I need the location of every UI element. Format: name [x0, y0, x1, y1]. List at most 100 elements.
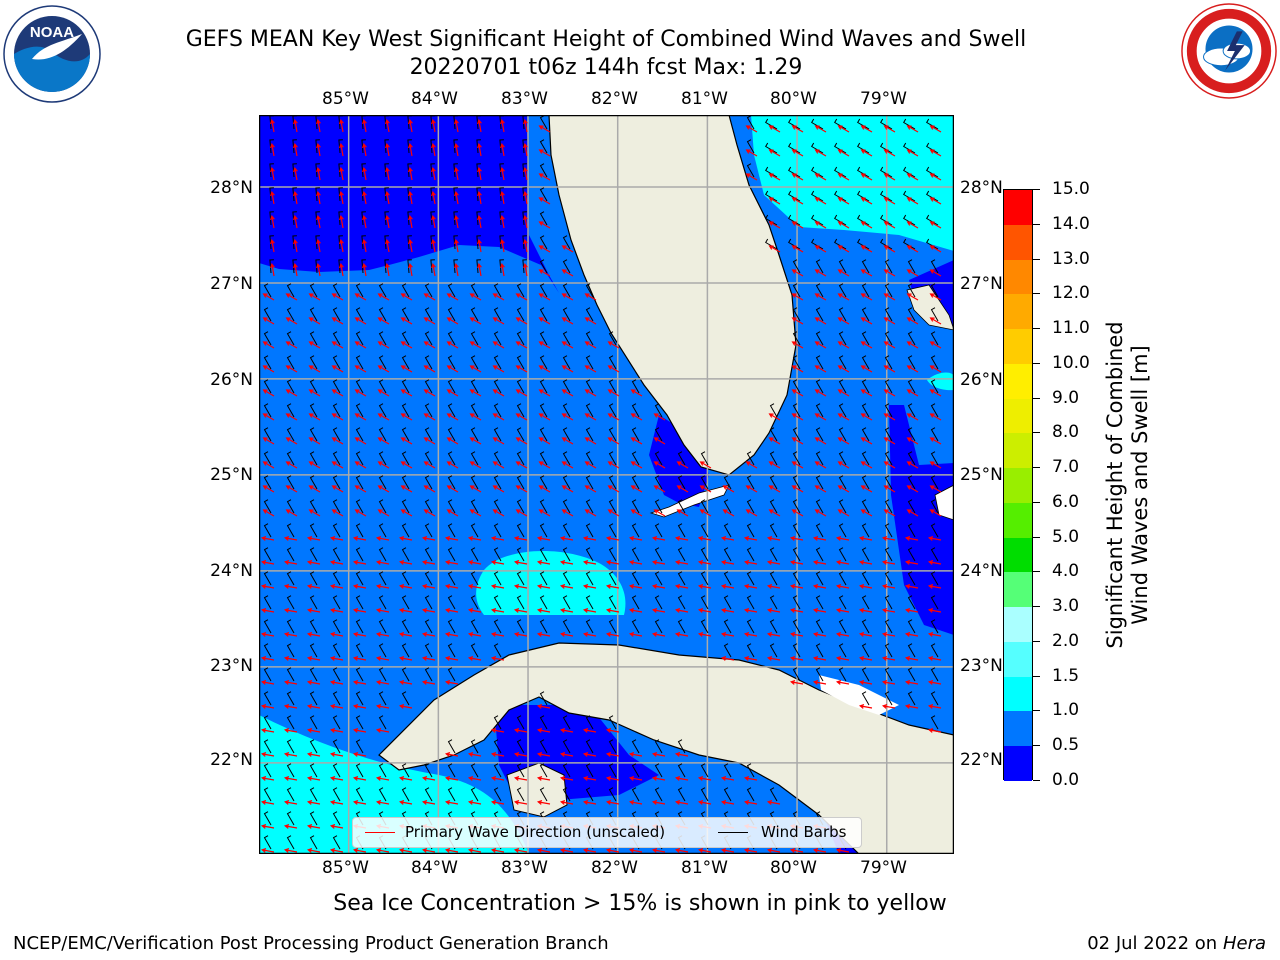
wave-direction-arrow: [858, 608, 873, 613]
wind-barb: [384, 187, 389, 202]
wind-barb: [930, 571, 939, 586]
wave-direction-arrow: [421, 776, 436, 781]
wave-direction-arrow: [561, 245, 574, 253]
wind-barb: [263, 547, 272, 562]
wave-direction-arrow: [316, 166, 321, 181]
wave-direction-arrow: [500, 190, 505, 205]
colorbar-tick: [1033, 745, 1040, 747]
wave-direction-arrow: [745, 485, 758, 493]
wind-barb: [332, 715, 341, 730]
wave-direction-arrow: [515, 413, 528, 421]
wind-barb: [838, 475, 847, 490]
wind-barb: [907, 259, 916, 274]
wave-direction-arrow: [745, 149, 758, 157]
wave-direction-arrow: [262, 437, 275, 445]
wind-barb: [838, 283, 847, 298]
wave-direction-arrow: [814, 437, 827, 445]
colorbar-tick: [1033, 258, 1040, 260]
wind-barb: [930, 643, 939, 658]
wind-barb: [930, 379, 939, 394]
wave-direction-arrow: [523, 262, 528, 277]
colorbar-label-line2: Wind Waves and Swell [m]: [1128, 345, 1152, 625]
wave-direction-arrow: [929, 293, 942, 301]
wave-direction-arrow: [699, 461, 712, 469]
wave-direction-arrow: [858, 632, 873, 637]
wind-barb: [562, 763, 571, 778]
wave-direction-arrow: [467, 584, 482, 589]
wind-barb: [608, 451, 617, 466]
wave-direction-arrow: [860, 389, 873, 397]
wave-direction-arrow: [582, 608, 597, 613]
wind-barb: [838, 595, 847, 610]
wave-direction-arrow: [515, 293, 528, 301]
wave-direction-arrow: [743, 848, 758, 853]
wave-direction-arrow: [628, 752, 643, 757]
wind-barb: [930, 715, 939, 730]
wave-direction-arrow: [812, 656, 827, 661]
wave-direction-arrow: [454, 214, 459, 229]
lon-label-bottom: 84°W: [411, 858, 458, 878]
wave-direction-arrow: [308, 365, 321, 373]
wave-direction-arrow: [835, 632, 850, 637]
wind-barb: [788, 238, 801, 250]
wind-barb: [907, 451, 916, 466]
wave-direction-arrow: [835, 656, 850, 661]
wave-direction-arrow: [354, 293, 367, 301]
wave-direction-arrow: [881, 656, 896, 661]
wind-barb: [539, 451, 548, 466]
wind-barb: [838, 643, 847, 658]
wind-barb: [861, 499, 870, 514]
wave-direction-arrow: [423, 437, 436, 445]
colorbar-segment: [1004, 329, 1032, 364]
wind-barb: [378, 499, 387, 514]
colorbar-tick: [1033, 189, 1040, 190]
wave-direction-arrow: [467, 632, 482, 637]
wind-barb: [539, 547, 548, 562]
wave-direction-arrow: [270, 166, 275, 181]
wind-barb: [355, 787, 364, 802]
wave-direction-arrow: [584, 389, 597, 397]
wave-direction-arrow: [523, 142, 528, 157]
lon-label-bottom: 79°W: [860, 858, 907, 878]
wind-barb: [654, 547, 663, 562]
wave-direction-arrow: [789, 536, 804, 541]
wind-barb: [332, 427, 341, 442]
wave-direction-arrow: [538, 389, 551, 397]
wind-barb: [309, 595, 318, 610]
wind-barb: [401, 283, 410, 298]
wave-direction-arrow: [352, 656, 367, 661]
wave-direction-arrow: [837, 509, 850, 517]
wave-direction-arrow: [766, 656, 781, 661]
wave-direction-arrow: [630, 437, 643, 445]
wave-direction-arrow: [408, 118, 413, 133]
wind-barb: [815, 403, 824, 418]
wind-barb: [926, 142, 939, 154]
wind-barb: [884, 403, 893, 418]
wave-direction-arrow: [477, 166, 482, 181]
wind-barb: [378, 595, 387, 610]
wind-barb: [476, 211, 481, 226]
wind-barb: [516, 379, 525, 394]
wave-direction-arrow: [306, 536, 321, 541]
wind-barb: [361, 259, 366, 274]
wave-direction-arrow: [561, 509, 574, 517]
lat-label-left: 26°N: [210, 370, 253, 390]
wave-direction-arrow: [490, 752, 505, 757]
wave-direction-arrow: [720, 776, 735, 781]
wave-direction-arrow: [536, 776, 551, 781]
lat-label-left: 27°N: [210, 274, 253, 294]
wave-direction-arrow: [538, 413, 551, 421]
wind-barb: [516, 619, 525, 634]
wave-direction-arrow: [743, 584, 758, 589]
wind-barb: [585, 547, 594, 562]
wind-barb: [746, 547, 755, 562]
wind-barb: [834, 166, 847, 178]
wave-direction-arrow: [858, 560, 873, 565]
wind-barb: [516, 595, 525, 610]
wave-direction-arrow: [400, 389, 413, 397]
wave-direction-arrow: [860, 173, 873, 181]
wind-barb: [430, 139, 435, 154]
wind-barb: [493, 619, 502, 634]
wave-direction-arrow: [630, 461, 643, 469]
wind-barb: [286, 499, 295, 514]
